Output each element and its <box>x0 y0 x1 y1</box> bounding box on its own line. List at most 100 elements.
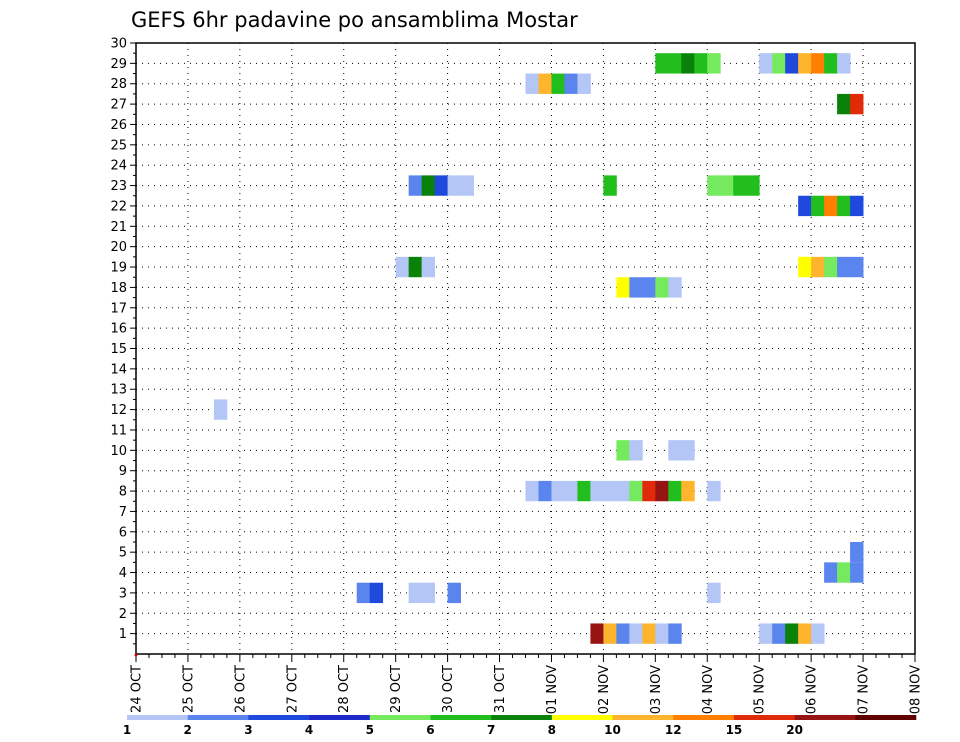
precip-cell <box>590 623 604 644</box>
precip-cell <box>811 256 825 278</box>
y-tick-label: 28 <box>110 77 127 92</box>
precip-cell <box>629 623 643 644</box>
y-tick-label: 18 <box>110 281 127 296</box>
y-tick-label: 12 <box>110 403 127 418</box>
precip-cell <box>395 256 410 278</box>
precip-cell <box>447 582 461 604</box>
precip-cell <box>616 277 630 298</box>
precip-cell <box>564 73 578 94</box>
color-bar-swatch <box>551 715 613 720</box>
precip-cell <box>707 582 721 604</box>
precip-cell <box>616 440 630 461</box>
precip-cell <box>603 175 617 196</box>
color-bar-swatch <box>127 715 188 720</box>
precip-cell <box>668 440 682 461</box>
x-tick-label: 03 NOV <box>649 665 664 714</box>
precip-cell <box>434 175 448 196</box>
y-tick-label: 27 <box>110 98 127 113</box>
precip-cell <box>707 175 721 196</box>
precip-cell <box>629 440 643 461</box>
y-tick-label: 19 <box>110 261 127 276</box>
precip-cell <box>356 582 371 604</box>
x-tick-label: 30 OCT <box>441 665 456 713</box>
precip-cell <box>759 623 773 644</box>
precip-cell <box>850 256 864 278</box>
x-tick-label: 28 OCT <box>337 665 352 713</box>
precip-cell <box>525 73 539 94</box>
plot-frame <box>135 42 916 655</box>
precip-cell <box>655 53 669 74</box>
color-bar-label: 12 <box>665 723 682 737</box>
precip-cell <box>707 480 721 502</box>
y-tick-label: 5 <box>119 546 127 561</box>
precip-cell <box>824 562 838 583</box>
precip-cell <box>616 480 630 502</box>
precip-cell <box>603 623 617 644</box>
x-axis: 24 OCT 25 OCT 26 OCT 27 OCT 28 OCT 29 OCT 30 O… <box>130 653 924 714</box>
precip-cell <box>616 623 630 644</box>
precip-cell <box>629 277 643 298</box>
y-tick-label: 2 <box>119 607 127 622</box>
precip-cell <box>460 175 474 196</box>
x-tick-label: 25 OCT <box>181 665 196 713</box>
precip-cell <box>577 73 591 94</box>
precip-cell <box>824 53 838 74</box>
y-tick-label: 9 <box>119 464 127 479</box>
color-bar-swatch <box>491 715 553 720</box>
precip-cell <box>798 623 812 644</box>
precip-cell <box>759 53 773 74</box>
x-tick-label: 05 NOV <box>753 665 768 714</box>
precip-cell <box>655 277 669 298</box>
color-bar-swatch <box>248 715 310 720</box>
y-tick-label: 30 <box>110 37 127 52</box>
y-tick-label: 23 <box>110 179 127 194</box>
x-tick-label: 02 NOV <box>597 665 612 714</box>
precip-cell <box>837 93 851 115</box>
x-tick-label: 08 NOV <box>909 665 924 714</box>
x-tick-label: 27 OCT <box>285 665 300 713</box>
precip-cell <box>577 480 591 502</box>
precip-cell <box>837 53 851 74</box>
precip-cell <box>837 195 851 217</box>
y-tick-label: 26 <box>110 118 127 133</box>
precip-cell <box>655 480 669 502</box>
precip-cell <box>408 582 423 604</box>
precip-cell <box>837 256 851 278</box>
precip-cell <box>603 480 617 502</box>
x-tick-label: 31 OCT <box>493 665 508 713</box>
grid-layer <box>136 43 915 654</box>
x-tick-label: 06 NOV <box>805 665 820 714</box>
color-bar-swatch <box>794 715 856 720</box>
precip-cell <box>668 480 682 502</box>
precip-cell <box>772 623 786 644</box>
y-axis: 1234567891011121314151617181920212223242… <box>110 37 136 645</box>
color-bar-legend: 1 2 3 4 5 6 7 8 10 12 15 20 <box>123 715 917 737</box>
precip-cell <box>746 175 760 196</box>
precip-cell <box>668 277 682 298</box>
color-bar-swatch <box>369 715 431 720</box>
color-bar-swatch <box>855 715 917 720</box>
chart-title: GEFS 6hr padavine po ansamblima Mostar <box>131 8 578 32</box>
precip-cell <box>850 195 864 217</box>
precip-cell <box>447 175 461 196</box>
precip-cell <box>681 440 695 461</box>
precip-cell <box>408 175 423 196</box>
y-tick-label: 6 <box>119 525 127 540</box>
y-tick-label: 25 <box>110 138 127 153</box>
color-bar-label: 3 <box>244 723 252 737</box>
precip-cell <box>538 480 552 502</box>
origin-marker <box>134 653 138 657</box>
precip-cell <box>824 256 838 278</box>
precip-cell <box>811 53 825 74</box>
y-tick-label: 13 <box>110 383 127 398</box>
precip-cell <box>564 480 578 502</box>
y-tick-label: 10 <box>110 444 127 459</box>
precip-cell <box>629 480 643 502</box>
y-tick-label: 20 <box>110 240 127 255</box>
color-bar-swatch <box>612 715 674 720</box>
precip-cell <box>642 277 656 298</box>
x-tick-label: 24 OCT <box>130 665 145 713</box>
precip-cell <box>798 195 812 217</box>
y-tick-label: 29 <box>110 57 127 72</box>
color-bar-label: 2 <box>184 723 192 737</box>
